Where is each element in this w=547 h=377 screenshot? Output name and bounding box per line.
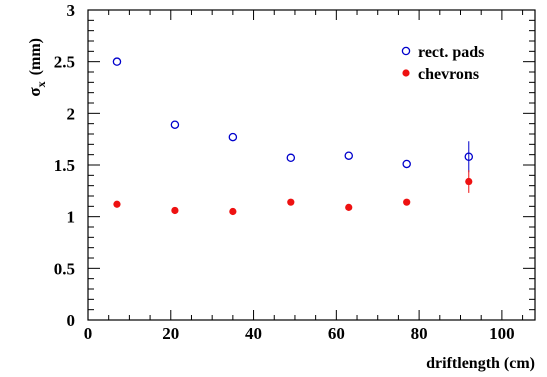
x-tick-label: 60 xyxy=(328,324,345,343)
legend-label-chevrons: chevrons xyxy=(418,66,479,83)
legend-label-rect-pads: rect. pads xyxy=(418,44,484,61)
point-rect-pads xyxy=(344,151,353,160)
x-tick-label: 0 xyxy=(84,324,93,343)
tick-labels: 0 20 40 60 80 100 0 0.5 1 1.5 2 2.5 3 xyxy=(54,1,515,343)
point-chevrons xyxy=(345,203,353,211)
legend: rect. pads chevrons xyxy=(401,44,484,83)
point-chevrons xyxy=(229,207,237,216)
y-tick-label: 0 xyxy=(67,311,76,330)
svg-text:σx(mm): σx (mm) xyxy=(25,38,48,97)
x-tick-label: 20 xyxy=(162,324,179,343)
axis-ticks xyxy=(87,9,535,321)
point-chevrons xyxy=(465,177,473,186)
point-rect-pads xyxy=(170,120,180,129)
y-tick-label: 2.5 xyxy=(54,53,75,72)
point-rect-pads xyxy=(402,159,411,169)
point-chevrons xyxy=(171,206,179,215)
point-chevrons xyxy=(287,198,295,206)
point-chevrons xyxy=(403,198,411,206)
legend-marker-rect-pads xyxy=(401,46,411,56)
point-chevrons xyxy=(113,200,121,208)
legend-marker-chevrons xyxy=(402,69,410,77)
x-tick-label: 80 xyxy=(411,324,428,343)
y-axis-title-symbol: σ xyxy=(25,87,44,97)
point-rect-pads xyxy=(464,152,474,161)
y-tick-label: 3 xyxy=(67,1,76,20)
point-rect-pads xyxy=(286,153,296,163)
point-rect-pads xyxy=(112,57,122,66)
x-axis-title: driftlength (cm) xyxy=(426,355,535,372)
y-axis-title: σx (mm) xyxy=(25,38,48,97)
y-axis-title-unit: (mm) xyxy=(27,38,44,75)
y-tick-label: 1 xyxy=(67,208,76,227)
y-tick-label: 2 xyxy=(67,104,76,123)
y-axis-title-subscript: x xyxy=(34,81,48,87)
data-points xyxy=(112,57,474,216)
y-tick-label: 0.5 xyxy=(54,259,75,278)
x-tick-label: 40 xyxy=(245,324,262,343)
point-rect-pads xyxy=(228,132,238,142)
x-tick-label: 100 xyxy=(489,324,515,343)
y-tick-label: 1.5 xyxy=(54,156,75,175)
